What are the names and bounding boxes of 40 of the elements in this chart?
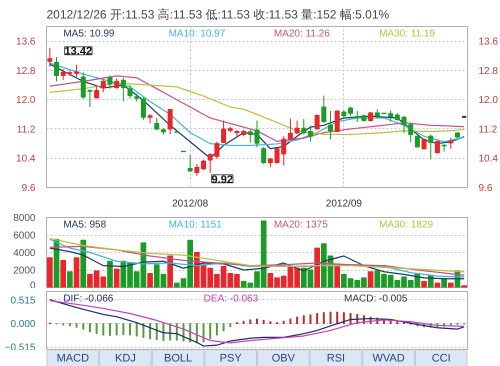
y-tick-label: 9.6 xyxy=(22,183,36,194)
text: WVAD xyxy=(372,352,405,364)
y-tick-label: 4000 xyxy=(13,248,36,259)
text: MA10: 10.97 xyxy=(168,28,226,40)
x-tick-label: 2012/09 xyxy=(326,198,362,210)
text: BOLL xyxy=(164,352,192,364)
y-tick-label: 8000 xyxy=(13,213,36,224)
text: OBV xyxy=(272,352,296,364)
y-tick-label: 2000 xyxy=(13,266,36,276)
y-tick-label: 12.8 xyxy=(16,66,36,77)
y2-tick-label: 12.0 xyxy=(478,95,498,106)
text: MACD xyxy=(56,352,90,364)
x-tick-label: 2012/08 xyxy=(172,198,209,210)
y-tick-label: 0.000 xyxy=(10,319,36,330)
y-tick-label: 13.6 xyxy=(16,36,36,48)
y-tick-label: 11.2 xyxy=(16,124,36,136)
text: MA10: 1151 xyxy=(168,220,222,230)
y-tick-label: 0.515 xyxy=(10,295,36,306)
y2-tick-label: 9.6 xyxy=(478,183,493,194)
series-label: MA5: 958 xyxy=(63,220,107,230)
text: MA30: 1829 xyxy=(379,220,434,230)
text: MA30: 11.19 xyxy=(379,28,436,40)
text: MA20: 11.26 xyxy=(274,28,330,40)
y-tick-label: 10.4 xyxy=(16,154,36,165)
text: DEA: -0.063 xyxy=(204,294,259,304)
text: RSI xyxy=(326,352,346,364)
y-tick-label: 6000 xyxy=(13,230,36,242)
y2-tick-label: 10.4 xyxy=(478,154,498,165)
y2-tick-label: 11.2 xyxy=(478,124,498,136)
y-tick-label: 12.0 xyxy=(16,95,36,106)
chart-title: 2012/12/26 开:11.53 高:11.53 低:11.53 收:11.53 量:152 幅:5.01% xyxy=(46,8,390,22)
text: CCI xyxy=(432,352,451,364)
text: MA5: 10.99 xyxy=(63,28,115,40)
y2-tick-label: 13.6 xyxy=(478,36,498,48)
series-label: MACD: -0.005 xyxy=(344,294,408,304)
text: KDJ xyxy=(115,352,136,364)
text: PSY xyxy=(220,352,242,364)
text: MA20: 1375 xyxy=(274,220,328,230)
series-label: DIF: -0.066 xyxy=(63,294,114,304)
y2-tick-label: 12.8 xyxy=(478,66,498,77)
